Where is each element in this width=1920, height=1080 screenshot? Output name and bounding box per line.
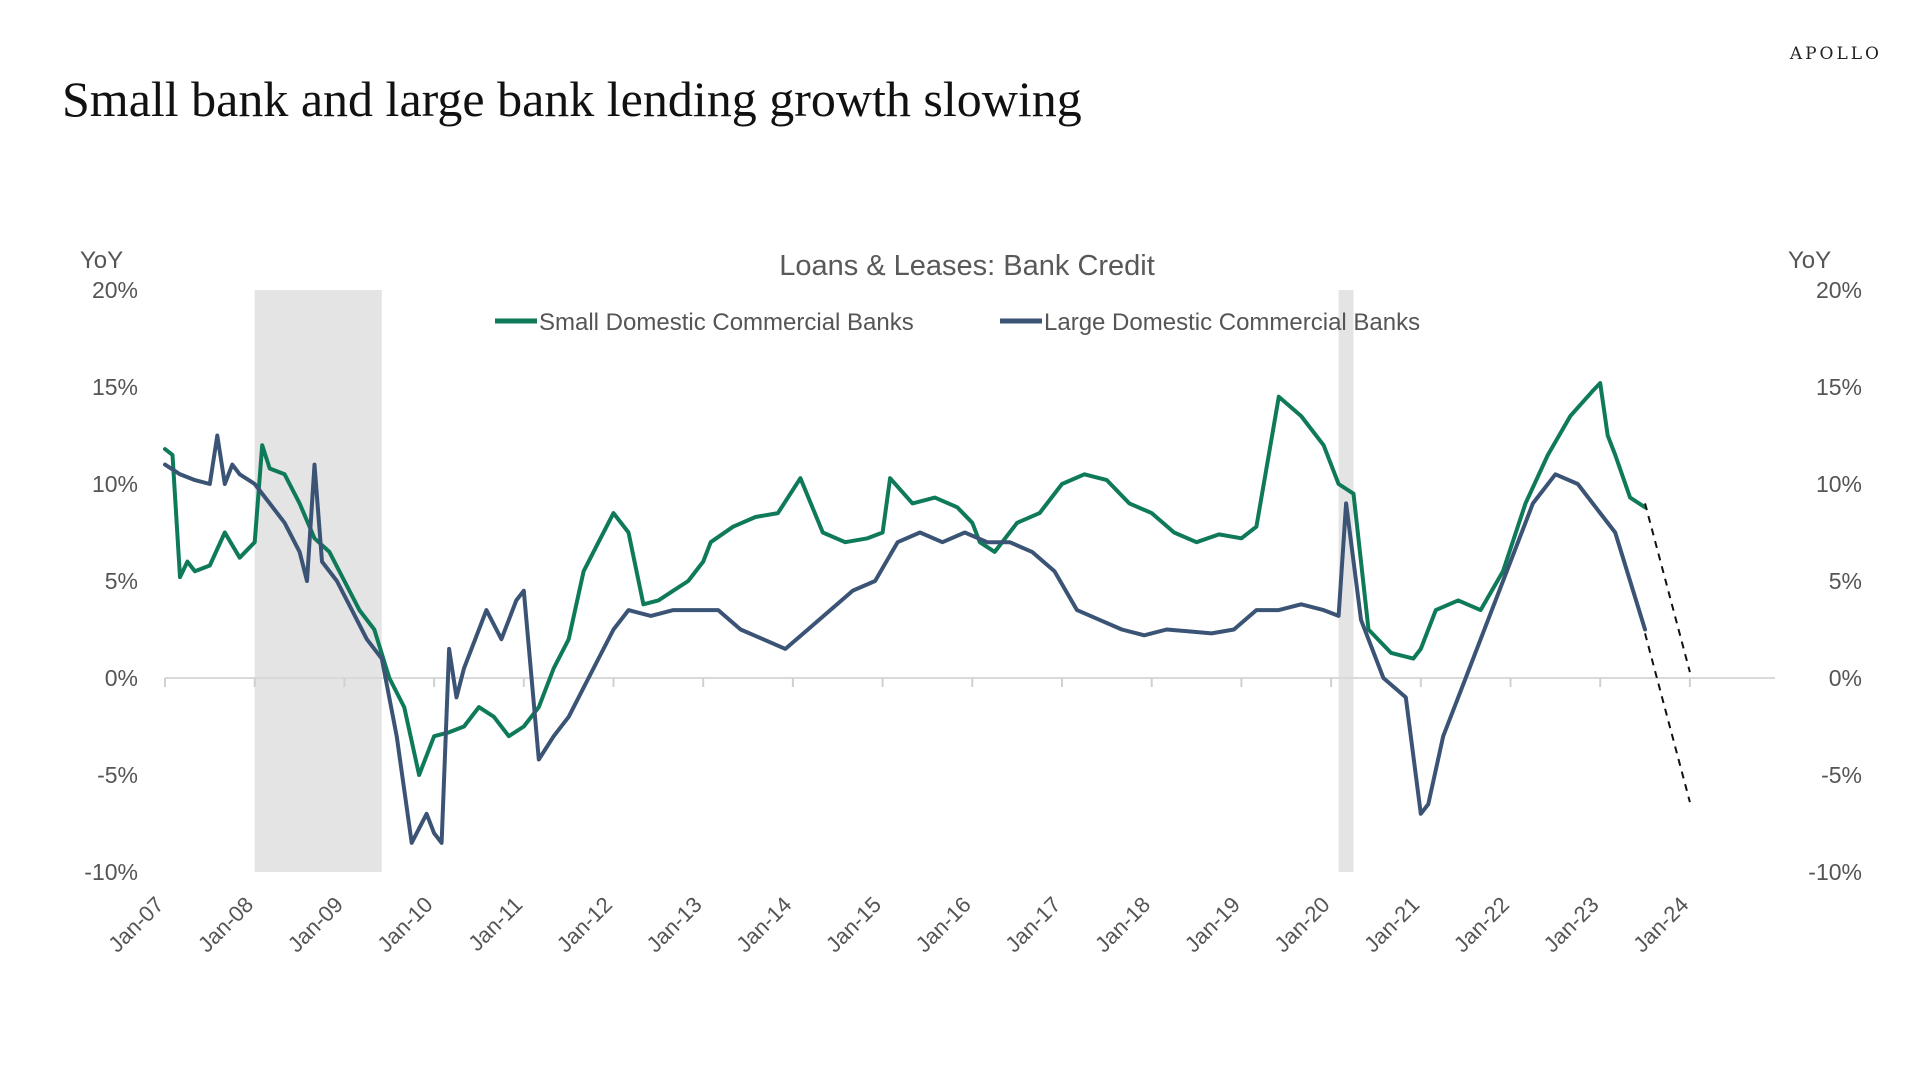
x-tick-label: Jan-14 <box>731 892 796 957</box>
x-tick-label: Jan-17 <box>1000 892 1065 957</box>
legend-label: Large Domestic Commercial Banks <box>1044 309 1420 336</box>
y-tick-right: 20% <box>1816 277 1862 303</box>
recession-shading <box>254 290 1354 872</box>
x-tick-label: Jan-18 <box>1090 892 1155 957</box>
x-tick-label: Jan-09 <box>283 892 348 957</box>
projection-group <box>1644 503 1691 803</box>
x-tick-label: Jan-23 <box>1538 892 1603 957</box>
chart-title: Loans & Leases: Bank Credit <box>779 250 1155 282</box>
y-tick-left: 15% <box>92 374 138 400</box>
y-tick-right: 0% <box>1829 665 1862 691</box>
y-axis-right: 20% 15% 10% 5% 0% -5% -10% <box>1808 277 1862 885</box>
page-title: Small bank and large bank lending growth… <box>62 71 1082 127</box>
y-tick-right: -10% <box>1808 859 1862 885</box>
x-tick-label: Jan-20 <box>1269 892 1334 957</box>
x-tick-label: Jan-10 <box>372 892 437 957</box>
x-tick-label: Jan-08 <box>193 892 258 957</box>
x-tick-label: Jan-13 <box>641 892 706 957</box>
y-tick-left: -5% <box>97 762 138 788</box>
series-line-large-banks <box>163 433 1647 845</box>
y-axis-label-left: YoY <box>80 247 123 274</box>
projection-line-large-banks <box>1644 633 1691 803</box>
legend: Small Domestic Commercial Banks Large Dom… <box>495 309 1420 336</box>
x-tick-label: Jan-11 <box>463 892 527 956</box>
recession-band-1 <box>254 290 382 872</box>
y-axis-label-right: YoY <box>1788 247 1831 274</box>
y-tick-right: 10% <box>1816 471 1862 497</box>
y-tick-left: 20% <box>92 277 138 303</box>
x-tick-label: Jan-07 <box>103 892 168 957</box>
x-tick-label: Jan-21 <box>1359 892 1424 957</box>
y-tick-right: 5% <box>1829 568 1862 594</box>
apollo-logo: APOLLO <box>1789 44 1882 64</box>
x-tick-label: Jan-12 <box>552 892 617 957</box>
y-tick-right: 15% <box>1816 374 1862 400</box>
x-tick-label: Jan-15 <box>821 892 886 957</box>
x-tick-label: Jan-16 <box>911 892 976 957</box>
recession-band-2 <box>1338 290 1354 872</box>
series-group <box>163 381 1647 845</box>
projection-line-small-banks <box>1644 503 1691 673</box>
y-tick-left: 0% <box>105 665 138 691</box>
y-tick-right: -5% <box>1821 762 1862 788</box>
series-line-small-banks <box>163 381 1647 777</box>
y-axis-left: 20% 15% 10% 5% 0% -5% -10% <box>84 277 138 885</box>
y-tick-left: -10% <box>84 859 138 885</box>
x-tick-label: Jan-19 <box>1180 892 1245 957</box>
x-tick-label: Jan-22 <box>1449 892 1514 957</box>
x-tick-label: Jan-24 <box>1628 892 1693 957</box>
legend-label: Small Domestic Commercial Banks <box>539 309 914 336</box>
y-tick-left: 10% <box>92 471 138 497</box>
y-tick-left: 5% <box>105 568 138 594</box>
